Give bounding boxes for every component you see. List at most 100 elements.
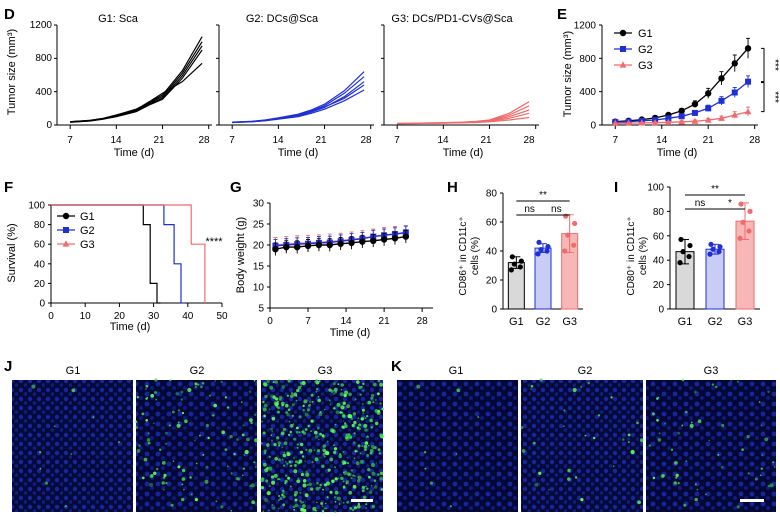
fluorescent-spot — [145, 419, 148, 422]
data-point-G3 — [664, 118, 672, 125]
replicate-point-G2 — [545, 244, 551, 250]
fluorescent-spot — [773, 466, 776, 468]
fluorescent-spot — [265, 479, 268, 482]
fluorescent-spot — [142, 476, 145, 480]
fluorescent-spot — [597, 414, 601, 417]
fluorescent-spot — [530, 388, 533, 390]
fluorescent-spot — [337, 477, 340, 480]
legend-marker — [619, 29, 627, 37]
fluorescent-spot — [449, 505, 452, 508]
fluorescent-spot — [661, 474, 665, 478]
fluorescent-spot — [658, 432, 661, 435]
fluorescent-spot — [760, 467, 763, 470]
fluorescent-spot — [346, 456, 349, 459]
x-tick-label: 50 — [216, 311, 228, 322]
sig-bracket — [761, 82, 765, 113]
fluorescent-spot — [351, 423, 355, 428]
panel-h-plot: 0 20 40 60 80 CD86⁺ in CD11c⁺ cells (%) G1 G2 G3 *… — [458, 189, 583, 328]
fluorescent-spot — [287, 408, 291, 412]
fluorescent-spot — [574, 476, 578, 479]
fluorescent-spot — [318, 438, 320, 441]
fluorescent-spot — [530, 385, 534, 388]
fluorescent-spot — [378, 452, 381, 455]
fluorescent-spot — [278, 444, 281, 447]
fluorescent-spot — [296, 426, 299, 430]
fluorescent-spot — [268, 408, 271, 411]
fluorescent-spot — [338, 503, 341, 505]
fluorescent-spot — [291, 392, 293, 394]
sig-bracket — [761, 47, 765, 83]
survival-curve-G3 — [51, 204, 206, 303]
fluorescent-spot — [639, 438, 644, 443]
data-point-G1 — [731, 60, 738, 67]
fluorescent-spot — [348, 392, 352, 397]
fluorescent-spot — [242, 474, 244, 477]
fluorescent-spot — [307, 424, 310, 428]
fluorescent-spot — [416, 384, 421, 389]
series-line-5 — [232, 89, 365, 124]
fluorescent-spot — [285, 411, 288, 414]
fluorescent-spot — [746, 434, 750, 439]
legend-marker — [63, 227, 69, 233]
y-tick-label: 40 — [34, 259, 46, 270]
fluorescent-spot — [165, 482, 168, 485]
fluorescent-spot — [147, 432, 150, 435]
fluorescent-spot — [194, 385, 197, 388]
replicate-point-G3 — [562, 248, 568, 254]
fluorescent-spot — [264, 452, 266, 454]
fluorescent-spot — [730, 380, 732, 382]
fluorescent-spot — [277, 400, 279, 403]
y-axis-label: Survival (%) — [6, 223, 18, 282]
fluorescent-spot — [587, 382, 590, 385]
fluorescent-spot — [260, 486, 264, 490]
fluorescent-spot — [315, 390, 318, 393]
fluorescent-spot — [363, 444, 368, 449]
data-point-G2 — [665, 115, 672, 122]
survival-curve-G2 — [51, 204, 185, 304]
data-point-G1 — [380, 236, 388, 243]
fluorescent-spot — [161, 481, 165, 485]
fluorescent-spot — [358, 427, 361, 431]
fluorescent-spot — [266, 445, 269, 448]
fluorescent-spot — [278, 507, 280, 510]
fluorescent-spot — [720, 465, 724, 469]
fluorescent-spot — [153, 471, 157, 475]
y-axis-label: cells (%) — [638, 237, 649, 275]
series-line-2 — [397, 105, 530, 125]
legend-label: G2 — [638, 44, 653, 56]
fluorescent-spot — [637, 500, 641, 505]
fluorescent-spot — [648, 444, 652, 447]
fluorescent-spot — [302, 479, 307, 483]
fluorescent-spot — [364, 428, 368, 432]
fluorescent-spot — [342, 485, 346, 489]
data-point-G3 — [611, 119, 619, 126]
replicate-point-G2 — [708, 241, 714, 247]
fluorescent-spot — [194, 439, 196, 442]
fluorescent-spot — [311, 401, 314, 403]
fluorescent-spot — [376, 410, 381, 415]
fluorescent-spot — [283, 441, 288, 446]
y-tick-label: 15 — [253, 262, 265, 273]
fluorescent-spot — [759, 474, 762, 477]
panel-d-title-g2: G2: DCs@Sca — [246, 13, 319, 25]
sig-label: *** — [769, 91, 780, 103]
replicate-point-G3 — [571, 242, 577, 248]
y-tick-label: 30 — [253, 199, 265, 210]
fluorescent-spot — [71, 388, 76, 393]
y-tick-label: 5 — [258, 304, 264, 315]
fluorescent-spot — [164, 431, 168, 435]
fluorescent-spot — [149, 482, 154, 487]
data-point-G2 — [718, 97, 725, 104]
data-point-G1 — [293, 243, 301, 251]
data-point-G1 — [370, 237, 377, 244]
series-line-3 — [70, 45, 203, 123]
data-point-G1 — [359, 238, 366, 245]
fluorescent-spot — [262, 462, 267, 467]
fluorescent-spot — [295, 430, 299, 434]
replicate-point-G2 — [717, 244, 723, 250]
fluorescent-spot — [381, 407, 385, 411]
data-point-G2 — [678, 113, 685, 120]
fluorescent-spot — [294, 464, 297, 467]
fluorescent-spot — [296, 447, 299, 449]
replicate-point-G2 — [710, 246, 716, 252]
